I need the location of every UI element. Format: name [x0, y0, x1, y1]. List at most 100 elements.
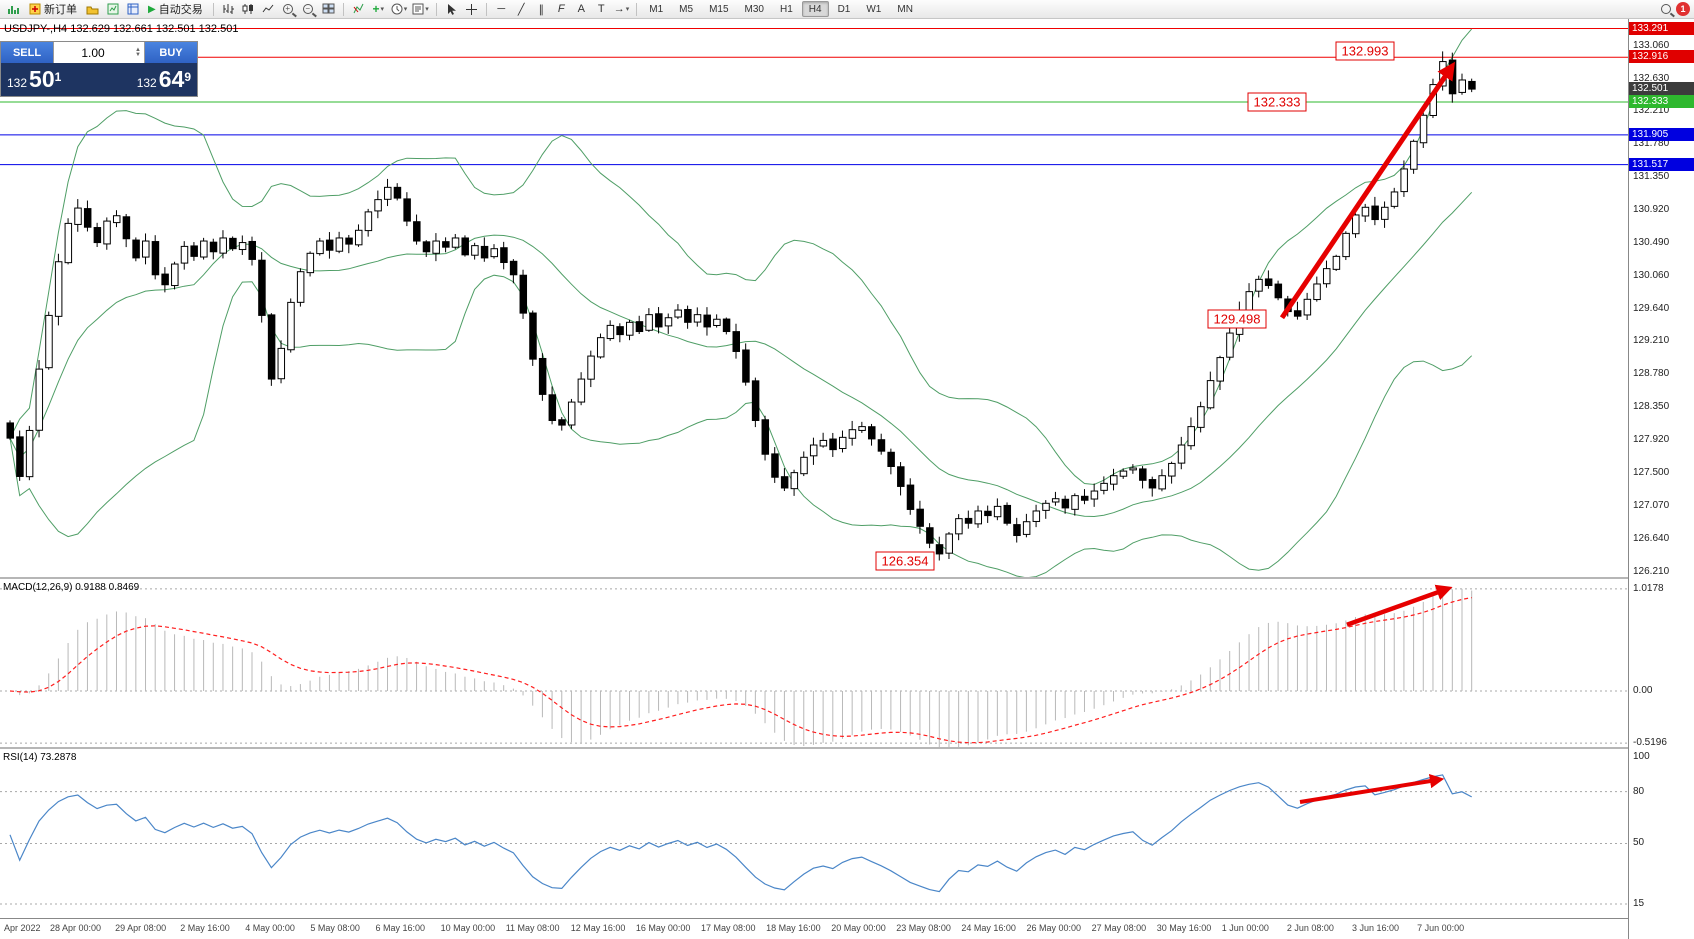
main-chart-canvas[interactable] [0, 19, 1628, 577]
panel-divider[interactable] [0, 747, 1628, 749]
timeframe-MN[interactable]: MN [897, 3, 913, 15]
trendline-tool[interactable]: ╱ [517, 3, 525, 16]
buy-button[interactable]: BUY [145, 42, 197, 63]
timeframe-M30[interactable]: M30 [744, 3, 764, 15]
periods-icon[interactable]: ▾ [389, 1, 410, 18]
price-line-label: 131.905 [1629, 127, 1694, 141]
timeframe-M1[interactable]: M1 [649, 3, 664, 15]
time-label: 10 May 00:00 [440, 923, 496, 933]
price-line-label: 132.916 [1629, 50, 1694, 64]
toolbar-separator [435, 2, 437, 16]
volume-field[interactable]: ▲▼ [53, 42, 145, 63]
price-callout-126.354[interactable]: 126.354 [875, 551, 935, 571]
trend-arrow-rsi[interactable] [1299, 773, 1445, 804]
price-line-label: 131.517 [1629, 157, 1694, 171]
add-indicator-icon[interactable]: + ▾ [372, 2, 384, 16]
price-callout-132.333[interactable]: 132.333 [1247, 92, 1307, 112]
sell-button[interactable]: SELL [1, 42, 53, 63]
price-tick: 127.070 [1633, 499, 1670, 511]
templates-icon[interactable]: ▾ [410, 1, 431, 18]
rsi-axis-value: 100 [1633, 751, 1650, 762]
time-label: 12 May 16:00 [570, 923, 626, 933]
text-tool[interactable]: A [577, 3, 585, 15]
fibonacci-tool[interactable]: F [557, 3, 565, 15]
bar-chart-icon[interactable] [219, 1, 238, 18]
notification-badge[interactable]: 1 [1676, 2, 1690, 16]
tile-windows-icon[interactable] [319, 1, 338, 18]
toolbar-separator [636, 2, 638, 16]
price-tick: 127.500 [1633, 466, 1670, 478]
buy-price[interactable]: 132649 [136, 66, 191, 92]
bollinger-upper [9, 28, 1473, 486]
price-tick: 130.490 [1633, 237, 1670, 249]
volume-up-icon[interactable]: ▲ [135, 46, 141, 53]
toolbar-separator [342, 2, 344, 16]
sell-price[interactable]: 132501 [7, 66, 62, 92]
arrows-tool[interactable]: → ▾ [613, 3, 630, 15]
rsi-canvas[interactable] [0, 749, 1628, 918]
time-label: 6 May 16:00 [375, 923, 426, 933]
toolbar-separator [212, 2, 214, 16]
chart-profiles-icon[interactable] [83, 1, 102, 18]
new-order-button[interactable]: 新订单 [24, 1, 82, 18]
price-tick: 130.060 [1633, 270, 1670, 282]
price-axis[interactable]: 133.060 132.630 132.210 131.780 131.350 130.9… [1628, 19, 1694, 939]
data-window-icon[interactable] [123, 1, 142, 18]
new-order-icon [29, 3, 41, 15]
time-axis[interactable]: Apr 2022 28 Apr 00:00 29 Apr 08:00 2 May 16… [0, 918, 1628, 939]
equidistant-channel-tool[interactable]: ∥ [538, 3, 544, 16]
timeframe-H4[interactable]: H4 [801, 1, 829, 17]
time-label: Apr 2022 [4, 923, 41, 933]
time-label: 27 May 08:00 [1091, 923, 1147, 933]
volume-down-icon[interactable]: ▼ [135, 51, 141, 58]
zoom-in-icon[interactable]: + [279, 1, 298, 18]
chart-title: USDJPY-,H4 132.629 132.661 132.501 132.5… [4, 23, 239, 35]
crosshair-icon[interactable] [462, 1, 481, 18]
price-tick: 129.210 [1633, 335, 1670, 347]
macd-axis-value: 1.0178 [1633, 582, 1664, 594]
volume-input[interactable] [54, 45, 132, 60]
cursor-icon[interactable] [442, 1, 461, 18]
timeframe-H1[interactable]: H1 [779, 3, 793, 15]
volume-stepper[interactable]: ▲ ▼ [132, 46, 144, 58]
line-chart-icon[interactable] [259, 1, 278, 18]
new-chart-icon[interactable] [4, 1, 23, 18]
rsi-axis-value: 15 [1633, 897, 1645, 909]
timeframe-M5[interactable]: M5 [679, 3, 694, 15]
time-label: 16 May 00:00 [635, 923, 691, 933]
timeframe-M15[interactable]: M15 [709, 3, 729, 15]
time-label: 3 Jun 16:00 [1352, 923, 1400, 933]
time-label: 4 May 00:00 [245, 923, 295, 933]
price-tick: 128.350 [1633, 401, 1670, 413]
price-tick: 131.780 [1633, 138, 1670, 150]
text-label-tool[interactable]: T [597, 3, 605, 15]
time-label: 17 May 08:00 [701, 923, 756, 933]
panel-divider[interactable] [0, 577, 1628, 579]
time-label: 23 May 08:00 [896, 923, 951, 933]
time-label: 7 Jun 00:00 [1417, 923, 1465, 933]
horizontal-line-tool[interactable]: ─ [497, 3, 506, 15]
market-watch-icon[interactable] [103, 1, 122, 18]
macd-canvas[interactable] [0, 579, 1628, 747]
search-icon[interactable] [1656, 1, 1675, 18]
zoom-out-icon[interactable]: − [299, 1, 318, 18]
timeframe-W1[interactable]: W1 [866, 3, 882, 15]
auto-trading-label: 自动交易 [158, 4, 203, 16]
main-toolbar: 新订单 ▶ 自动交易 + − [0, 0, 1694, 19]
time-label: 28 Apr 00:00 [50, 923, 102, 933]
trend-arrow-main[interactable] [1279, 61, 1456, 320]
candlestick-chart-icon[interactable] [239, 1, 258, 18]
timeframe-D1[interactable]: D1 [837, 3, 851, 15]
time-label: 26 May 00:00 [1026, 923, 1082, 933]
price-tick: 129.640 [1633, 302, 1670, 314]
trend-arrow-macd[interactable] [1346, 584, 1453, 627]
price-callout-132.993[interactable]: 132.993 [1335, 41, 1395, 61]
indicators-icon[interactable] [349, 1, 368, 18]
auto-trading-button[interactable]: ▶ 自动交易 [143, 1, 208, 18]
price-tick: 126.210 [1633, 565, 1670, 577]
time-label: 30 May 16:00 [1156, 923, 1212, 933]
price-tick: 127.920 [1633, 434, 1670, 446]
price-tick: 132.210 [1633, 105, 1670, 117]
price-callout-129.498[interactable]: 129.498 [1207, 309, 1267, 329]
time-label: 2 May 16:00 [180, 923, 230, 933]
